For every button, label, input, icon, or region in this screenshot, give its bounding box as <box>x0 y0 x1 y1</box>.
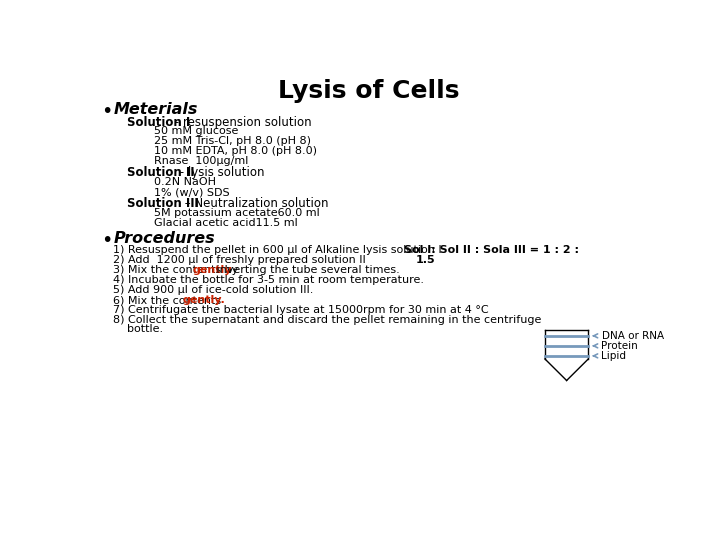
Text: Solution II: Solution II <box>127 166 195 179</box>
Text: •: • <box>101 231 112 250</box>
Text: Meterials: Meterials <box>113 102 197 117</box>
Text: bottle.: bottle. <box>113 325 163 334</box>
Text: – Neutralization solution: – Neutralization solution <box>181 197 329 210</box>
Text: 1% (w/v) SDS: 1% (w/v) SDS <box>153 187 229 197</box>
Text: 0.2N NaOH: 0.2N NaOH <box>153 177 215 187</box>
Text: gently: gently <box>192 265 232 275</box>
Text: 7) Centrifugate the bacterial lysate at 15000rpm for 30 min at 4 °C: 7) Centrifugate the bacterial lysate at … <box>113 305 489 315</box>
Text: gently.: gently. <box>182 295 225 305</box>
Text: - lysis solution: - lysis solution <box>176 166 264 179</box>
Text: 8) Collect the supernatant and discard the pellet remaining in the centrifuge: 8) Collect the supernatant and discard t… <box>113 315 541 325</box>
Text: 1) Resuspend the pellet in 600 μl of Alkaline lysis solution I: 1) Resuspend the pellet in 600 μl of Alk… <box>113 245 442 255</box>
Text: 3) Mix the contents by: 3) Mix the contents by <box>113 265 242 275</box>
Text: inverting the tube several times.: inverting the tube several times. <box>213 265 400 275</box>
Text: 4) Incubate the bottle for 3-5 min at room temperature.: 4) Incubate the bottle for 3-5 min at ro… <box>113 275 424 285</box>
Text: Lysis of Cells: Lysis of Cells <box>278 79 460 103</box>
Text: Sol I: Sol II : Sola III = 1 : 2 :: Sol I: Sol II : Sola III = 1 : 2 : <box>404 245 579 255</box>
Text: 5M potassium acetate60.0 ml: 5M potassium acetate60.0 ml <box>153 208 319 218</box>
Text: 10 mM EDTA, pH 8.0 (pH 8.0): 10 mM EDTA, pH 8.0 (pH 8.0) <box>153 146 317 157</box>
Text: Lipid: Lipid <box>601 351 626 361</box>
Text: Solution I: Solution I <box>127 116 191 129</box>
Text: 6) Mix the contents: 6) Mix the contents <box>113 295 225 305</box>
Text: Glacial acetic acid11.5 ml: Glacial acetic acid11.5 ml <box>153 218 297 228</box>
Text: Solution III: Solution III <box>127 197 199 210</box>
Text: •: • <box>101 102 112 121</box>
Text: 2) Add  1200 μl of freshly prepared solution II: 2) Add 1200 μl of freshly prepared solut… <box>113 255 366 265</box>
Text: Rnase  100μg/ml: Rnase 100μg/ml <box>153 157 248 166</box>
Text: 25 mM Tris-Cl, pH 8.0 (pH 8): 25 mM Tris-Cl, pH 8.0 (pH 8) <box>153 137 310 146</box>
Text: - resuspension solution: - resuspension solution <box>171 116 312 129</box>
Text: Procedures: Procedures <box>113 231 215 246</box>
Text: 50 mM glucose: 50 mM glucose <box>153 126 238 137</box>
Text: 5) Add 900 μl of ice-cold solution III.: 5) Add 900 μl of ice-cold solution III. <box>113 285 314 295</box>
Text: DNA or RNA: DNA or RNA <box>601 331 664 341</box>
Text: Protein: Protein <box>601 341 638 351</box>
Text: 1.5: 1.5 <box>415 255 435 265</box>
